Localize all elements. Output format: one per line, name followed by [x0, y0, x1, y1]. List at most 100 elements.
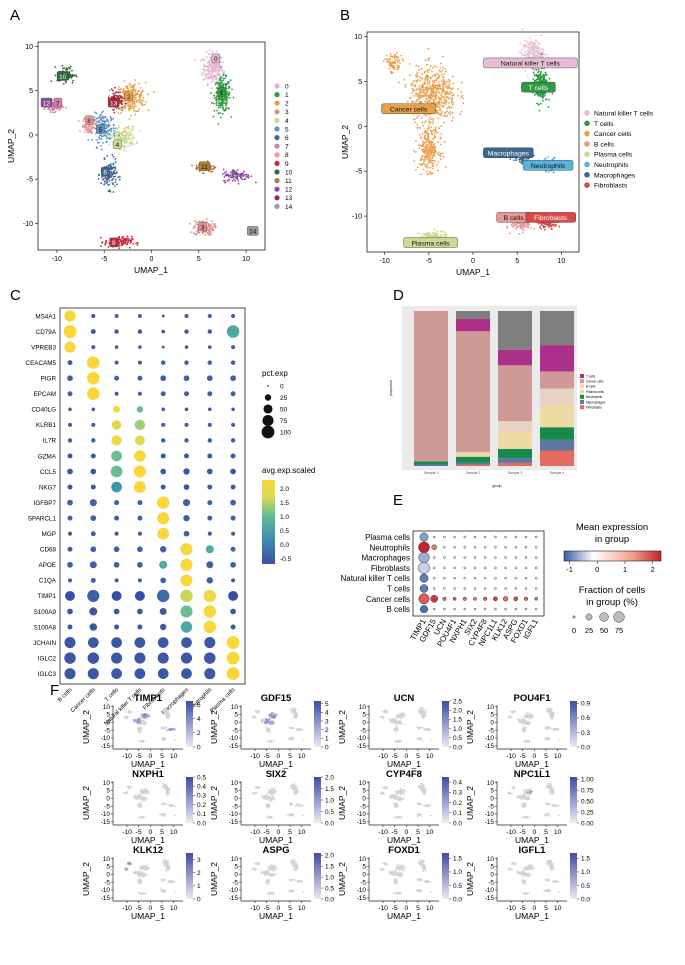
category-label: Sample 3: [508, 471, 523, 475]
y-tick-label: -5: [356, 169, 362, 176]
expression-dot: [184, 407, 189, 412]
group-label: T cells: [104, 687, 120, 703]
cell-point: [535, 45, 538, 48]
expression-dot: [183, 468, 190, 475]
cell-point: [544, 92, 546, 95]
cell-point: [210, 74, 213, 77]
cell-point: [433, 228, 436, 231]
cell-point: [537, 41, 539, 44]
legend-swatch: [584, 172, 590, 178]
cell-point: [147, 109, 150, 112]
expression-dot: [137, 360, 142, 365]
cell-point: [204, 78, 206, 80]
expression-dot: [184, 438, 189, 443]
cell-point: [416, 72, 419, 74]
cell-point: [219, 103, 222, 106]
cell-point: [247, 177, 250, 179]
gene-label: PIGR: [41, 376, 57, 383]
cell-point: [225, 106, 228, 109]
cell-point: [429, 158, 431, 161]
cell-point: [424, 76, 427, 79]
feature-point: [138, 732, 141, 735]
cell-point: [535, 68, 538, 71]
cell-point: [135, 242, 138, 245]
cell-point: [131, 103, 134, 105]
cell-point: [245, 175, 248, 178]
cell-point: [436, 132, 439, 134]
gene-dot: [443, 576, 446, 580]
cell-point: [203, 64, 206, 67]
cell-point: [68, 76, 70, 79]
expression-dot: [184, 391, 189, 397]
cell-point: [121, 131, 124, 134]
gene-label: NKG7: [39, 484, 57, 491]
cell-point: [399, 62, 402, 65]
cell-point: [524, 70, 526, 73]
cell-point: [430, 94, 433, 97]
cell-point: [430, 152, 432, 155]
cell-point: [221, 65, 223, 68]
bar-segment: [540, 311, 574, 346]
expression-dot: [133, 465, 146, 478]
cell-point: [208, 60, 211, 62]
expression-dot: [231, 422, 236, 427]
cell-point: [118, 86, 120, 88]
cell-point: [153, 90, 155, 93]
cell-point: [434, 98, 437, 100]
cell-point: [195, 234, 198, 236]
cell-point: [58, 108, 61, 111]
cell-point: [212, 74, 215, 77]
cell-point: [403, 78, 406, 81]
expression-dot: [90, 484, 96, 490]
feature-point: [146, 718, 148, 720]
cell-point: [224, 82, 227, 85]
cell-point: [550, 228, 553, 231]
gene-dot: [483, 556, 487, 559]
cell-point: [406, 100, 409, 103]
cell-point: [432, 66, 434, 69]
cell-point: [232, 178, 235, 181]
bar-segment: [498, 462, 532, 466]
expression-dot: [91, 438, 96, 443]
cell-point: [121, 236, 124, 239]
cell-point: [98, 119, 100, 122]
cell-point: [436, 152, 439, 155]
cell-point: [216, 109, 218, 112]
cell-point: [418, 163, 421, 165]
expression-dot: [204, 668, 216, 680]
cell-point: [115, 130, 118, 133]
cell-point: [73, 74, 76, 77]
gene-dot: [513, 596, 519, 602]
cell-point: [138, 90, 141, 92]
cell-point: [218, 66, 220, 68]
cell-point: [440, 112, 443, 115]
cell-point: [130, 107, 133, 110]
cell-point: [537, 68, 540, 71]
cell-point: [100, 182, 102, 185]
expression-dot: [231, 407, 235, 412]
cell-point: [548, 225, 550, 227]
expression-dot: [180, 621, 193, 633]
expression-dot: [90, 468, 97, 475]
cell-point: [417, 79, 419, 81]
expression-dot: [87, 356, 100, 369]
cell-point: [439, 84, 441, 87]
gene-dot: [483, 535, 487, 539]
cell-point: [102, 135, 105, 137]
cell-point: [235, 176, 237, 178]
cell-point: [424, 137, 427, 139]
cell-point: [215, 102, 218, 105]
cell-point: [232, 170, 234, 173]
cell-point: [431, 157, 433, 160]
cell-point: [112, 92, 115, 95]
gene-dot: [483, 546, 487, 549]
cell-point: [93, 116, 96, 118]
x-tick-label: 10: [557, 258, 565, 265]
cell-point: [433, 64, 436, 67]
cell-point: [442, 114, 445, 117]
cell-point: [130, 239, 133, 242]
category-labels: Sample 1 Sample 2 Sample 3 Sample 4: [424, 471, 565, 475]
cell-point: [103, 157, 106, 160]
